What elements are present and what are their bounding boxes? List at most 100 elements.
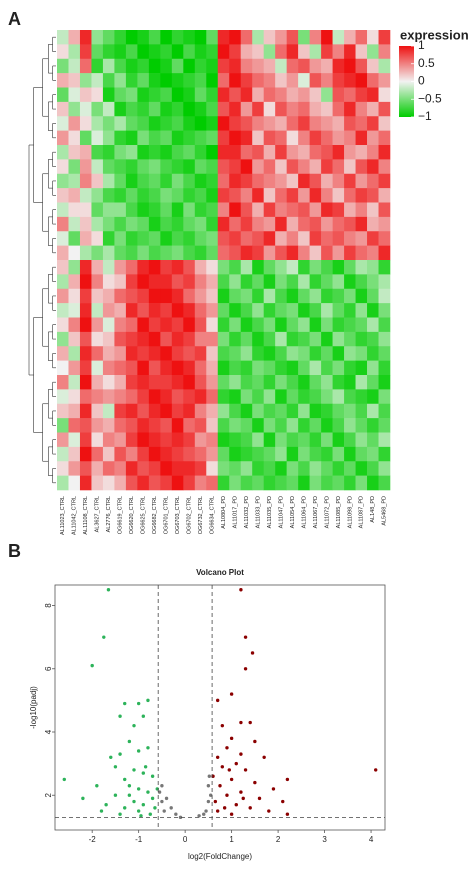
heatmap-cell [321, 403, 333, 419]
heatmap-cell [148, 44, 161, 60]
heatmap-cell [229, 331, 242, 347]
heatmap-cell [321, 375, 333, 390]
heatmap-cell [183, 58, 196, 74]
heatmap-cell [217, 159, 230, 175]
heatmap-cell [183, 188, 196, 203]
point [146, 746, 150, 750]
heatmap-cell [344, 432, 356, 448]
point [99, 809, 104, 813]
heatmap-cell [91, 87, 104, 103]
heatmap-cell [321, 245, 333, 261]
heatmap-cell [355, 231, 368, 246]
heatmap-cell [321, 461, 333, 476]
heatmap-cell [148, 346, 161, 361]
heatmap-cell [217, 44, 230, 60]
heatmap-cell [57, 418, 69, 433]
heatmap-cell [171, 317, 184, 333]
point [160, 799, 164, 804]
heatmap-cell [355, 288, 368, 304]
heatmap-cell [298, 260, 310, 275]
heatmap-cell [79, 216, 92, 232]
point [257, 796, 262, 801]
heatmap-cell [252, 73, 264, 88]
heatmap-cell [355, 303, 368, 318]
heatmap-cell [355, 432, 368, 448]
heatmap-cell [332, 260, 345, 275]
heatmap-cell [367, 375, 379, 390]
heatmap-cell [79, 44, 92, 60]
column-label: OG6634_CTRL [209, 496, 215, 534]
heatmap-cell [275, 101, 287, 117]
heatmap-cell [344, 331, 356, 347]
heatmap-cell [183, 231, 196, 246]
heatmap-cell [252, 87, 264, 103]
heatmap-cell [217, 231, 230, 246]
heatmap-cell [240, 432, 253, 448]
point [157, 790, 162, 794]
heatmap-cell [137, 159, 150, 175]
heatmap-cell [332, 274, 345, 290]
heatmap-cell [125, 145, 138, 160]
heatmap-cell [378, 188, 391, 203]
heatmap-cell [275, 389, 287, 405]
heatmap-cell [171, 159, 184, 175]
heatmap-cell [240, 73, 253, 88]
heatmap-cell [160, 375, 173, 390]
heatmap-cell [137, 30, 150, 45]
y-tick-label: 2 [44, 792, 53, 797]
heatmap-cell [275, 44, 287, 60]
point [132, 799, 136, 804]
heatmap-cell [217, 260, 230, 275]
heatmap-cell [321, 58, 333, 74]
y-tick-label: 4 [44, 729, 53, 734]
heatmap-cell [378, 288, 391, 304]
heatmap-cell [68, 44, 81, 60]
heatmap-cell [217, 346, 230, 361]
heatmap-cell [137, 346, 150, 361]
heatmap-cell [183, 317, 196, 333]
heatmap-cell [355, 461, 368, 476]
point [285, 777, 290, 782]
heatmap-cell [91, 331, 104, 347]
heatmap-cell [125, 73, 138, 88]
point [164, 796, 169, 801]
heatmap-cell [252, 188, 264, 203]
heatmap-cell [206, 116, 219, 131]
heatmap-cell [57, 260, 69, 275]
heatmap-cell [321, 44, 333, 60]
heatmap-cell [160, 130, 173, 146]
heatmap-cell [378, 145, 391, 160]
heatmap-cell [229, 360, 242, 376]
heatmap-cell [57, 475, 69, 491]
heatmap-cell [114, 389, 127, 405]
heatmap-cell [309, 44, 322, 60]
heatmap-cell [240, 87, 253, 103]
heatmap-cell [321, 317, 333, 333]
heatmap-cell [206, 288, 219, 304]
heatmap-cell [183, 274, 196, 290]
heatmap-cell [298, 116, 310, 131]
heatmap-cell [378, 216, 391, 232]
heatmap-cell [332, 159, 345, 175]
heatmap-cell [79, 432, 92, 448]
point [81, 796, 85, 801]
heatmap-cell [378, 260, 391, 275]
heatmap-cell [125, 202, 138, 218]
heatmap-cell [263, 87, 276, 103]
heatmap-cell [355, 44, 368, 60]
heatmap-cell [102, 73, 115, 88]
heatmap-cell [79, 73, 92, 88]
heatmap-cell [137, 432, 150, 448]
heatmap-cell [286, 116, 299, 131]
heatmap-cell [229, 101, 242, 117]
heatmap-cell [160, 461, 173, 476]
heatmap-cell [321, 216, 333, 232]
heatmap-cell [286, 432, 299, 448]
heatmap-cell [263, 389, 276, 405]
heatmap-cell [125, 116, 138, 131]
heatmap-cell [91, 403, 104, 419]
heatmap-cell [367, 331, 379, 347]
heatmap-cell [355, 389, 368, 405]
heatmap-cell [137, 461, 150, 476]
heatmap-cell [367, 231, 379, 246]
